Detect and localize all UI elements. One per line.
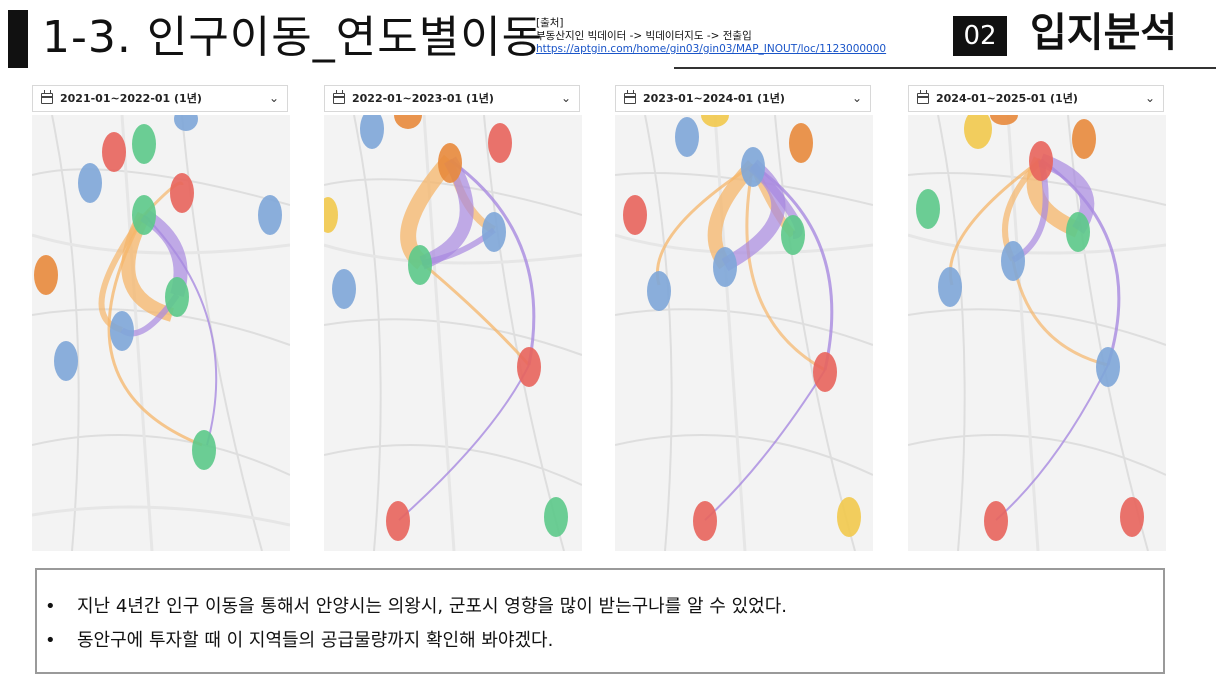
chevron-down-icon: ⌄ xyxy=(1144,91,1155,105)
period-dropdown[interactable]: 2024-01~2025-01 (1년) ⌄ xyxy=(908,85,1164,112)
note-text: 지난 4년간 인구 이동을 통해서 안양시는 의왕시, 군포시 영향을 많이 받… xyxy=(77,596,787,617)
calendar-icon xyxy=(333,90,345,104)
calendar-icon xyxy=(917,90,929,104)
header-divider xyxy=(674,67,1216,69)
flow-map[interactable] xyxy=(615,115,873,551)
calendar-icon xyxy=(624,90,636,104)
chevron-down-icon: ⌄ xyxy=(268,91,279,105)
period-dropdown[interactable]: 2022-01~2023-01 (1년) ⌄ xyxy=(324,85,580,112)
period-label: 2021-01~2022-01 (1년) xyxy=(60,92,202,105)
source-path: 부동산지인 빅데이터 -> 빅데이터지도 -> 전출입 xyxy=(536,30,752,42)
map-panel-2022: 2022-01~2023-01 (1년) ⌄ xyxy=(324,85,582,551)
title-marker xyxy=(8,10,28,68)
map-panel-2024: 2024-01~2025-01 (1년) ⌄ xyxy=(908,85,1166,551)
period-label: 2023-01~2024-01 (1년) xyxy=(643,92,785,105)
chevron-down-icon: ⌄ xyxy=(851,91,862,105)
source-block: [출처] 부동산지인 빅데이터 -> 빅데이터지도 -> 전출입 https:/… xyxy=(536,17,886,56)
notes-box: • 지난 4년간 인구 이동을 통해서 안양시는 의왕시, 군포시 영향을 많이 … xyxy=(35,568,1165,674)
note-item: • 동안구에 투자할 때 이 지역들의 공급물량까지 확인해 봐야겠다. xyxy=(45,628,553,654)
page-title: 1-3. 인구이동_연도별이동 xyxy=(42,12,544,63)
chevron-down-icon: ⌄ xyxy=(560,91,571,105)
period-label: 2024-01~2025-01 (1년) xyxy=(936,92,1078,105)
period-dropdown[interactable]: 2023-01~2024-01 (1년) ⌄ xyxy=(615,85,871,112)
section-number-badge: 02 xyxy=(953,16,1007,56)
note-item: • 지난 4년간 인구 이동을 통해서 안양시는 의왕시, 군포시 영향을 많이 … xyxy=(45,594,787,620)
section-title: 입지분석 xyxy=(1030,10,1178,56)
source-label: [출처] xyxy=(536,17,564,29)
calendar-icon xyxy=(41,90,53,104)
bullet-dot: • xyxy=(45,596,56,617)
period-dropdown[interactable]: 2021-01~2022-01 (1년) ⌄ xyxy=(32,85,288,112)
flow-map[interactable] xyxy=(324,115,582,551)
bullet-dot: • xyxy=(45,630,56,651)
source-link[interactable]: https://aptgin.com/home/gin03/gin03/MAP_… xyxy=(536,43,887,55)
note-text: 동안구에 투자할 때 이 지역들의 공급물량까지 확인해 봐야겠다. xyxy=(77,630,554,651)
flow-map[interactable] xyxy=(32,115,290,551)
period-label: 2022-01~2023-01 (1년) xyxy=(352,92,494,105)
map-panel-2021: 2021-01~2022-01 (1년) ⌄ xyxy=(32,85,290,551)
map-panel-2023: 2023-01~2024-01 (1년) ⌄ xyxy=(615,85,873,551)
flow-map[interactable] xyxy=(908,115,1166,551)
